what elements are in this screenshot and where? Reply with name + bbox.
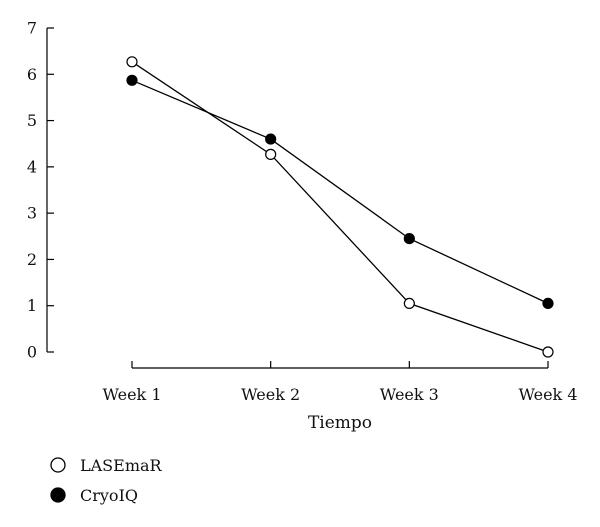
data-point-cryoiq xyxy=(126,74,138,86)
y-tick-label: 7 xyxy=(27,19,37,38)
legend-label-cryoiq: CryoIQ xyxy=(80,486,138,505)
y-tick-label: 1 xyxy=(27,296,37,315)
legend-label-lasemar: LASEmaR xyxy=(80,456,163,475)
data-point-lasemar xyxy=(403,297,415,309)
data-point-cryoiq xyxy=(542,297,554,309)
data-point-lasemar xyxy=(542,346,554,358)
x-tick-label: Week 4 xyxy=(518,385,577,404)
legend-marker-lasemar xyxy=(50,457,66,473)
x-tick-label: Week 2 xyxy=(241,385,300,404)
series-layer xyxy=(126,56,554,358)
x-tick-label: Week 1 xyxy=(102,385,161,404)
y-tick-label: 3 xyxy=(27,204,37,223)
data-point-cryoiq xyxy=(403,233,415,245)
x-axis: Week 1 Week 2 Week 3 Week 4 xyxy=(102,361,578,404)
series-line-cryoiq xyxy=(131,79,549,304)
y-tick-label: 4 xyxy=(27,157,37,176)
y-tick-label: 6 xyxy=(27,65,37,84)
legend: LASEmaR CryoIQ xyxy=(50,456,163,505)
y-tick-label: 5 xyxy=(27,111,37,130)
y-tick-label: 0 xyxy=(27,343,37,362)
data-point-lasemar xyxy=(265,148,277,160)
y-tick-label: 2 xyxy=(27,250,37,269)
legend-marker-cryoiq xyxy=(50,487,66,503)
data-point-cryoiq xyxy=(265,133,277,145)
data-point-lasemar xyxy=(126,56,138,68)
x-tick-label: Week 3 xyxy=(380,385,439,404)
y-axis: 0 1 2 3 4 5 6 7 xyxy=(27,19,54,362)
x-axis-title: Tiempo xyxy=(308,413,372,433)
series-line-lasemar xyxy=(131,61,549,353)
